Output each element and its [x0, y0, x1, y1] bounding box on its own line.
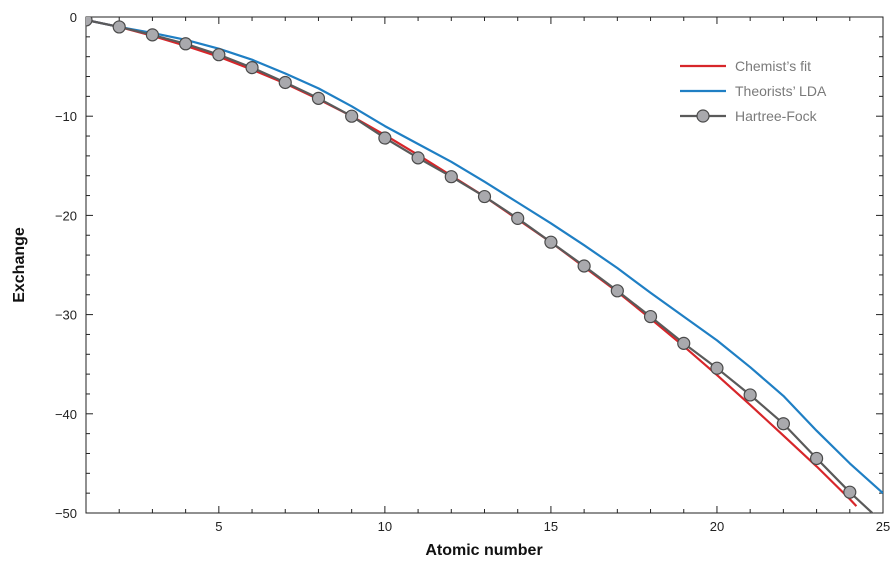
data-point — [112, 20, 126, 34]
data-point — [843, 485, 857, 499]
y-tick-label: −40 — [55, 407, 77, 422]
y-tick-label: 0 — [70, 10, 77, 25]
x-tick-label: 25 — [876, 519, 890, 534]
data-point — [477, 189, 492, 204]
data-point — [577, 259, 591, 273]
data-point — [245, 60, 259, 75]
y-tick-label: −30 — [55, 308, 77, 323]
data-point — [411, 151, 425, 165]
x-tick-label: 5 — [215, 519, 222, 534]
data-point — [179, 37, 193, 51]
x-tick-label: 10 — [378, 519, 392, 534]
data-point — [145, 28, 160, 42]
x-tick-label: 15 — [544, 519, 558, 534]
data-point — [212, 48, 226, 62]
data-point — [311, 91, 326, 105]
legend: Chemist’s fit Theorists’ LDA Hartree-Fock — [680, 58, 827, 124]
x-axis: 5 10 15 20 25 — [85, 17, 890, 534]
data-point — [677, 336, 691, 350]
y-tick-label: −10 — [55, 109, 77, 124]
legend-label: Chemist’s fit — [735, 58, 811, 74]
data-point — [809, 451, 824, 466]
data-point — [710, 361, 724, 375]
data-point — [86, 17, 93, 27]
x-tick-label: 20 — [710, 519, 724, 534]
data-point — [743, 388, 757, 402]
data-point — [278, 75, 292, 90]
data-point — [444, 170, 458, 184]
y-axis-label: Exchange — [11, 227, 28, 303]
y-tick-label: −20 — [55, 208, 77, 223]
y-tick-label: −50 — [55, 506, 77, 521]
data-point — [643, 309, 658, 324]
data-point — [544, 235, 558, 249]
data-point — [345, 109, 359, 123]
legend-label: Theorists’ LDA — [735, 83, 827, 99]
legend-label: Hartree-Fock — [735, 108, 818, 124]
y-axis: 0 −10 −20 −30 −40 −50 — [55, 10, 883, 521]
series-layer — [86, 17, 883, 513]
x-axis-label: Atomic number — [425, 542, 542, 559]
data-point — [610, 284, 624, 298]
data-point — [378, 131, 392, 145]
data-point — [511, 211, 525, 225]
legend-marker — [696, 109, 710, 123]
data-point — [776, 417, 790, 431]
